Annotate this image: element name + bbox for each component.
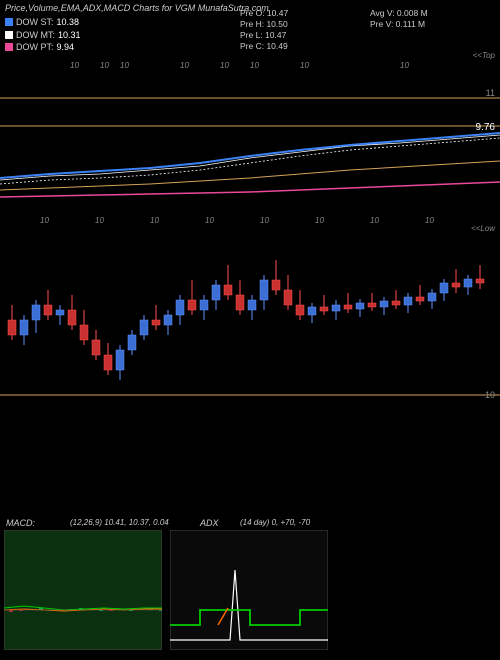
- svg-text:10: 10: [425, 216, 434, 225]
- svg-text:10: 10: [180, 61, 189, 70]
- svg-text:10: 10: [260, 216, 269, 225]
- svg-text:10: 10: [250, 61, 259, 70]
- volume-stats: Avg V: 0.008 MPre V: 0.111 M: [370, 8, 428, 30]
- svg-text:10: 10: [95, 216, 104, 225]
- svg-text:10: 10: [315, 216, 324, 225]
- svg-text:<<Low: <<Low: [471, 224, 496, 233]
- svg-text:10: 10: [150, 216, 159, 225]
- svg-text:10: 10: [400, 61, 409, 70]
- adx-panel: [170, 530, 328, 650]
- adx-label: ADX: [200, 518, 219, 528]
- svg-text:11: 11: [486, 88, 495, 98]
- macd-label: MACD:: [6, 518, 35, 528]
- svg-text:10: 10: [70, 61, 79, 70]
- adx-params: (14 day) 0, +70, -70: [240, 518, 310, 527]
- ohlc-stats: Pre O: 10.47Pre H: 10.50Pre L: 10.47Pre …: [240, 8, 288, 52]
- legend: DOW ST: 10.38DOW MT: 10.31DOW PT: 9.94: [5, 16, 81, 54]
- svg-text:10: 10: [120, 61, 129, 70]
- svg-text:10: 10: [370, 216, 379, 225]
- svg-text:10: 10: [205, 216, 214, 225]
- candle-panel: 10<<Low1010101010101010: [0, 225, 500, 415]
- ema-panel: 9.7611<<Top1010101010101010: [0, 98, 500, 198]
- svg-text:10: 10: [40, 216, 49, 225]
- svg-text:9.76: 9.76: [476, 122, 496, 133]
- svg-text:10: 10: [220, 61, 229, 70]
- chart-title: Price,Volume,EMA,ADX,MACD Charts for VGM…: [5, 3, 269, 13]
- macd-panel: [4, 530, 162, 650]
- svg-text:<<Top: <<Top: [473, 51, 496, 60]
- svg-text:10: 10: [300, 61, 309, 70]
- macd-params: (12,26,9) 10.41, 10.37, 0.04: [70, 518, 169, 527]
- svg-text:10: 10: [485, 390, 495, 400]
- svg-text:10: 10: [100, 61, 109, 70]
